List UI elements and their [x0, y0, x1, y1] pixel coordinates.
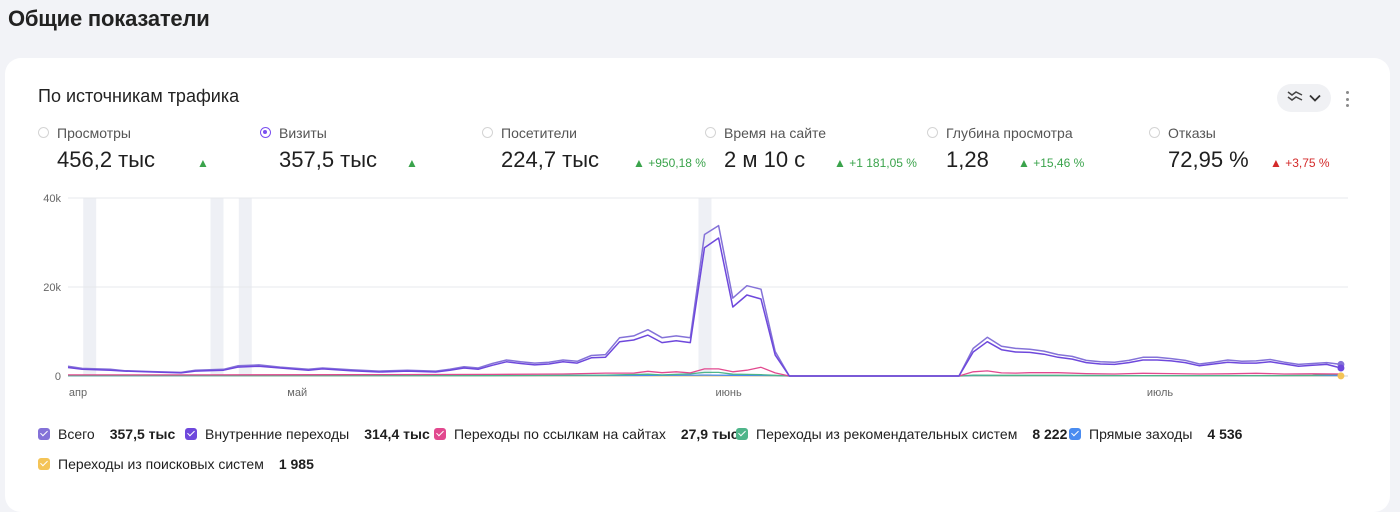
legend-item-5[interactable]: Переходы из поисковых систем 1 985: [38, 456, 314, 472]
metric-trend: ▲: [406, 156, 418, 170]
legend-value: 8 222: [1032, 426, 1068, 442]
card-title: По источникам трафика: [38, 86, 240, 106]
chevron-down-icon: [1309, 89, 1321, 107]
metric-value: 357,5 тыс: [279, 147, 378, 172]
legend-label: Прямые заходы: [1089, 426, 1193, 442]
legend-item-1[interactable]: Внутренние переходы 314,4 тыс: [185, 426, 430, 442]
legend-label: Переходы по ссылкам на сайтах: [454, 426, 666, 442]
metric-trend: ▲: [197, 156, 209, 170]
legend-label: Внутренние переходы: [205, 426, 350, 442]
metric-trend: ▲ +3,75 %: [1270, 156, 1330, 170]
legend-label: Всего: [58, 426, 95, 442]
y-tick-label: 40k: [43, 193, 61, 205]
chart-lines-icon: [1287, 89, 1303, 108]
metric-value: 456,2 тыс: [57, 147, 156, 172]
legend-value: 1 985: [278, 456, 314, 472]
x-tick-label: май: [287, 387, 307, 399]
legend-label: Переходы из рекомендательных систем: [756, 426, 1018, 442]
series-end-dot-1: [1337, 364, 1345, 372]
legend-checkbox[interactable]: [1069, 428, 1081, 440]
legend-checkbox[interactable]: [736, 428, 748, 440]
metric-radio[interactable]: [1149, 127, 1160, 138]
traffic-sources-card: По источникам трафика Просмотры 456,2 тыс…: [5, 58, 1390, 512]
legend-label: Переходы из поисковых систем: [58, 456, 264, 472]
metric-radio[interactable]: [482, 127, 493, 138]
legend-checkbox[interactable]: [38, 428, 50, 440]
series-end-dot-5: [1337, 372, 1345, 380]
metric-label: Глубина просмотра: [946, 125, 1073, 141]
x-tick-label: июль: [1147, 387, 1174, 399]
metric-trend: ▲ +15,46 %: [1018, 156, 1085, 170]
legend-item-4[interactable]: Прямые заходы 4 536: [1069, 426, 1242, 442]
chart-view-toggle-button[interactable]: [1277, 84, 1331, 112]
metric-radio[interactable]: [38, 127, 49, 138]
series-line-0: [67, 224, 1341, 377]
legend-item-3[interactable]: Переходы из рекомендательных систем 8 222: [736, 426, 1067, 442]
metric-label: Просмотры: [57, 125, 131, 141]
legend-value: 357,5 тыс: [109, 426, 176, 442]
page-title: Общие показатели: [8, 6, 210, 31]
metric-value: 1,28: [946, 147, 989, 172]
y-tick-label: 20k: [43, 282, 61, 294]
metric-label: Визиты: [279, 125, 327, 141]
legend-checkbox[interactable]: [38, 458, 50, 470]
metric-label: Посетители: [501, 125, 577, 141]
metric-value: 224,7 тыс: [501, 147, 600, 172]
metric-2[interactable]: Посетители 224,7 тыс ▲ +950,18 %: [482, 124, 706, 180]
x-tick-label: апр: [69, 387, 87, 399]
legend-value: 314,4 тыс: [364, 426, 430, 442]
metric-5[interactable]: Отказы 72,95 % ▲ +3,75 %: [1149, 124, 1369, 180]
more-vertical-icon[interactable]: [1341, 88, 1353, 110]
metric-label: Отказы: [1168, 125, 1216, 141]
legend-checkbox[interactable]: [434, 428, 446, 440]
metric-radio[interactable]: [260, 127, 271, 138]
metric-trend: ▲ +1 181,05 %: [834, 156, 917, 170]
metric-radio[interactable]: [705, 127, 716, 138]
legend-value: 27,9 тыс: [680, 426, 739, 442]
x-tick-label: июнь: [716, 387, 742, 399]
legend-value: 4 536: [1207, 426, 1243, 442]
metric-1[interactable]: Визиты 357,5 тыс ▲: [260, 124, 480, 180]
metric-0[interactable]: Просмотры 456,2 тыс ▲: [38, 124, 258, 180]
legend-checkbox[interactable]: [185, 428, 197, 440]
metric-label: Время на сайте: [724, 125, 827, 141]
metric-4[interactable]: Глубина просмотра 1,28 ▲ +15,46 %: [927, 124, 1147, 180]
legend-item-0[interactable]: Всего 357,5 тыс: [38, 426, 175, 442]
metric-trend: ▲ +950,18 %: [633, 156, 706, 170]
series-line-1: [67, 237, 1342, 377]
traffic-line-chart: 0 20k 40k апр май июнь июль: [43, 193, 1348, 399]
series-line-3: [68, 371, 1341, 377]
legend-item-2[interactable]: Переходы по ссылкам на сайтах 27,9 тыс: [434, 426, 739, 442]
metric-value: 2 м 10 с: [724, 147, 806, 172]
metric-value: 72,95 %: [1168, 147, 1249, 172]
metric-3[interactable]: Время на сайте 2 м 10 с ▲ +1 181,05 %: [705, 124, 925, 180]
y-tick-label: 0: [55, 371, 61, 383]
metric-radio[interactable]: [927, 127, 938, 138]
